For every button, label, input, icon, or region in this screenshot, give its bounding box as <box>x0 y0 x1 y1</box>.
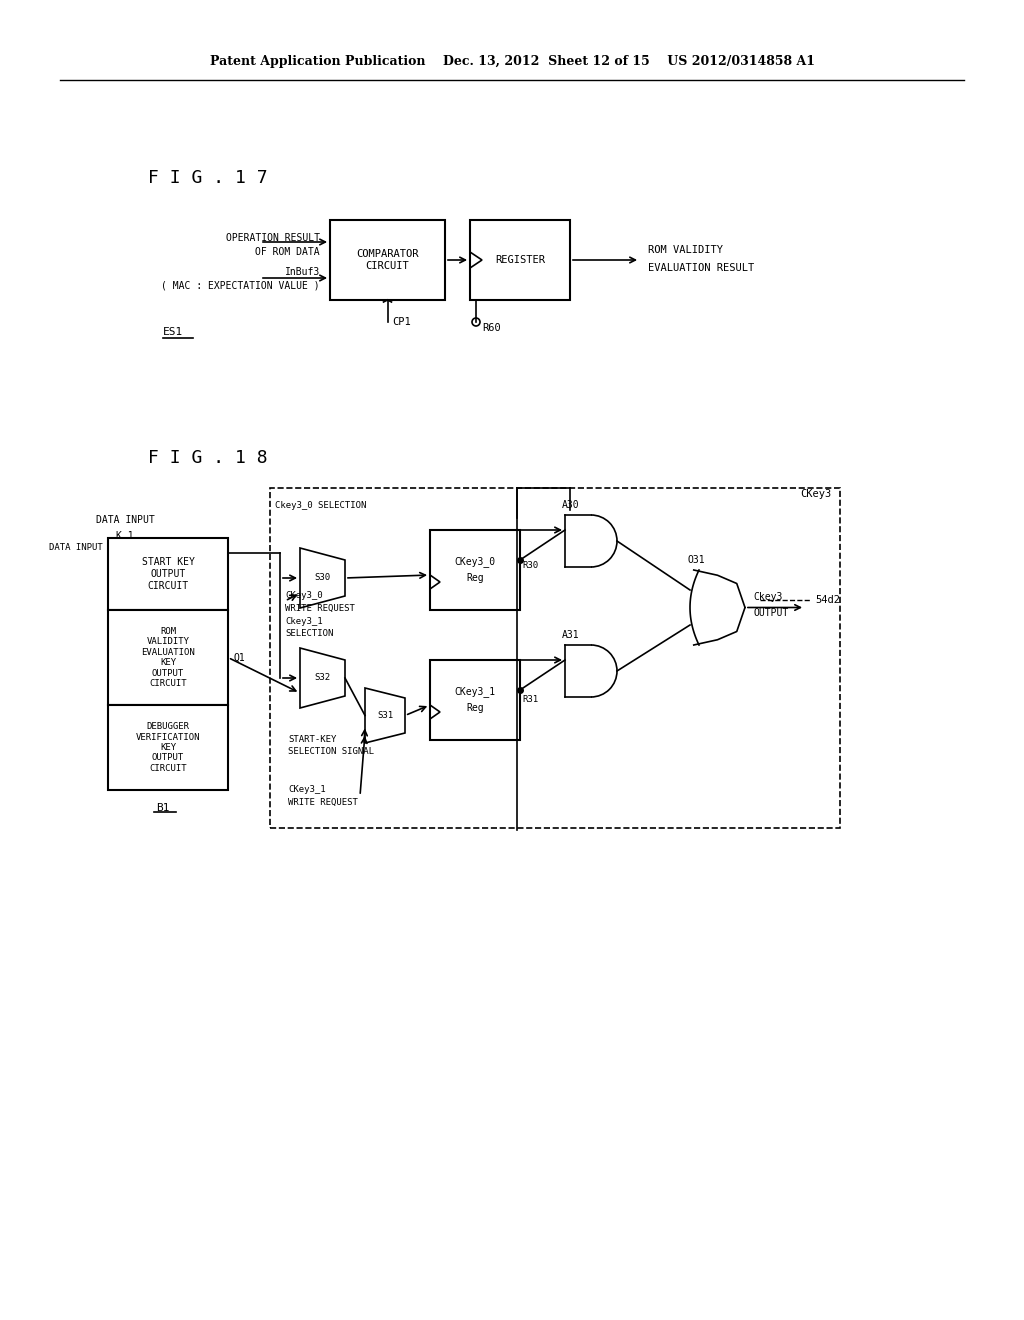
Text: CP1: CP1 <box>392 317 412 327</box>
Text: InBuf3: InBuf3 <box>285 267 319 277</box>
Text: Reg: Reg <box>466 704 483 713</box>
Text: CKey3: CKey3 <box>800 488 831 499</box>
Text: OF ROM DATA: OF ROM DATA <box>255 247 319 257</box>
Text: SELECTION: SELECTION <box>285 630 334 639</box>
Text: Ckey3: Ckey3 <box>753 593 782 602</box>
Bar <box>430 531 520 610</box>
Text: CKey3_0: CKey3_0 <box>285 591 323 601</box>
Text: A30: A30 <box>562 500 580 510</box>
Bar <box>270 488 840 828</box>
Text: Ckey3_0 SELECTION: Ckey3_0 SELECTION <box>275 500 367 510</box>
Text: R31: R31 <box>522 696 539 705</box>
Polygon shape <box>300 548 345 609</box>
Text: OUTPUT: OUTPUT <box>753 607 788 618</box>
Text: WRITE REQUEST: WRITE REQUEST <box>288 797 357 807</box>
Text: CKey3_1: CKey3_1 <box>455 686 496 697</box>
Bar <box>108 539 228 610</box>
Bar <box>108 705 228 789</box>
Polygon shape <box>365 688 406 743</box>
Text: F I G . 1 8: F I G . 1 8 <box>148 449 267 467</box>
Text: Ckey3_1: Ckey3_1 <box>285 618 323 627</box>
Bar <box>470 220 570 300</box>
Text: Q1: Q1 <box>233 652 245 663</box>
Text: CKey3_0: CKey3_0 <box>455 557 496 568</box>
Polygon shape <box>300 648 345 708</box>
Text: START KEY
OUTPUT
CIRCUIT: START KEY OUTPUT CIRCUIT <box>141 557 195 590</box>
Text: Reg: Reg <box>466 573 483 583</box>
Text: WRITE REQUEST: WRITE REQUEST <box>285 603 355 612</box>
Text: F I G . 1 7: F I G . 1 7 <box>148 169 267 187</box>
Text: COMPARATOR
CIRCUIT: COMPARATOR CIRCUIT <box>356 249 419 271</box>
Text: SELECTION SIGNAL: SELECTION SIGNAL <box>288 747 374 756</box>
Text: R60: R60 <box>482 323 501 333</box>
Text: ES1: ES1 <box>163 327 183 337</box>
Text: REGISTER: REGISTER <box>495 255 545 265</box>
Text: START-KEY: START-KEY <box>288 735 336 744</box>
Bar <box>330 220 445 300</box>
Text: A31: A31 <box>562 630 580 640</box>
Bar <box>108 610 228 705</box>
Text: DATA INPUT: DATA INPUT <box>96 515 155 525</box>
Text: Patent Application Publication    Dec. 13, 2012  Sheet 12 of 15    US 2012/03148: Patent Application Publication Dec. 13, … <box>210 55 814 69</box>
Text: OPERATION RESULT: OPERATION RESULT <box>226 234 319 243</box>
Text: R30: R30 <box>522 561 539 569</box>
Text: O31: O31 <box>687 554 705 565</box>
Text: S32: S32 <box>314 673 331 682</box>
Text: B1: B1 <box>157 803 170 813</box>
Text: ( MAC : EXPECTATION VALUE ): ( MAC : EXPECTATION VALUE ) <box>162 280 319 290</box>
Bar <box>430 660 520 741</box>
Text: CKey3_1: CKey3_1 <box>288 785 326 795</box>
Text: S30: S30 <box>314 573 331 582</box>
Text: ROM
VALIDITY
EVALUATION
KEY
OUTPUT
CIRCUIT: ROM VALIDITY EVALUATION KEY OUTPUT CIRCU… <box>141 627 195 688</box>
Text: S31: S31 <box>377 711 393 719</box>
Text: 54d2: 54d2 <box>815 595 840 605</box>
Text: K 1: K 1 <box>116 531 133 541</box>
Text: ROM VALIDITY: ROM VALIDITY <box>648 246 723 255</box>
Text: DEBUGGER
VERIFICATION
KEY
OUTPUT
CIRCUIT: DEBUGGER VERIFICATION KEY OUTPUT CIRCUIT <box>136 722 201 772</box>
Text: DATA INPUT: DATA INPUT <box>49 544 103 553</box>
Text: EVALUATION RESULT: EVALUATION RESULT <box>648 263 755 273</box>
